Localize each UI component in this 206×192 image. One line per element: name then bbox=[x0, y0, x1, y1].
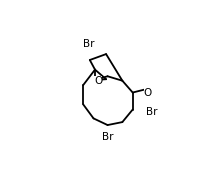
Text: O: O bbox=[143, 88, 151, 98]
Text: Br: Br bbox=[145, 107, 157, 117]
Text: Br: Br bbox=[83, 39, 94, 49]
Text: O: O bbox=[94, 76, 102, 86]
Text: Br: Br bbox=[101, 132, 113, 142]
